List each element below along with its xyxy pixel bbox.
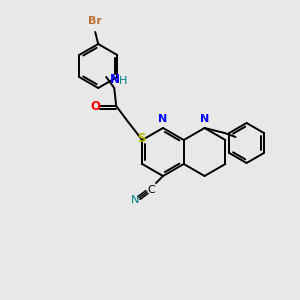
- Text: O: O: [90, 100, 100, 112]
- Text: C: C: [147, 185, 155, 195]
- Text: N: N: [131, 195, 139, 205]
- Text: N: N: [158, 114, 168, 124]
- Text: N: N: [110, 73, 120, 86]
- Text: S: S: [137, 133, 146, 146]
- Text: H: H: [119, 76, 128, 86]
- Text: N: N: [200, 114, 209, 124]
- Text: Br: Br: [88, 16, 102, 26]
